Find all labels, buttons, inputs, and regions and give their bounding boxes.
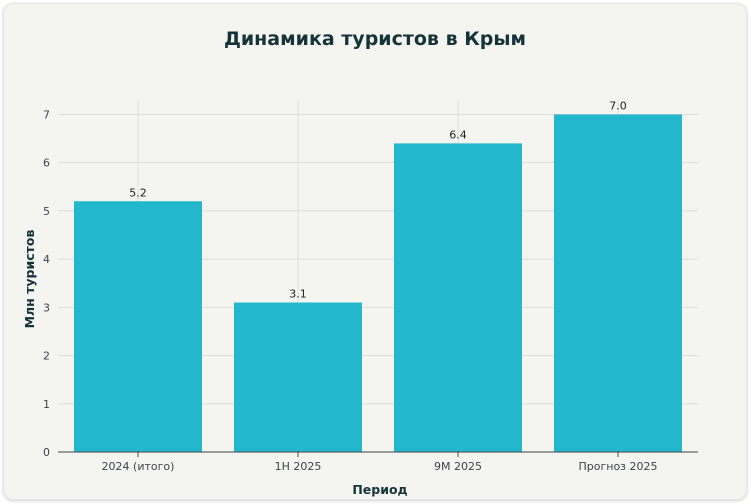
chart-title: Динамика туристов в Крым [223,28,527,50]
chart-card: Динамика туристов в Крым 5.2 3.1 6.4 7.0 0 1… [3,3,747,500]
x-axis-title: Период [352,482,407,497]
bar-value-label: 5.2 [129,186,147,199]
x-tick-label: 1H 2025 [275,460,322,473]
bar [394,143,522,452]
bar [74,201,202,452]
y-tick-label: 4 [43,253,50,266]
bar-chart: 5.2 3.1 6.4 7.0 0 1 2 3 4 5 6 7 2024 (итого) 1H 202… [22,99,698,497]
y-tick-label: 1 [43,398,50,411]
y-tick-label: 0 [43,446,50,459]
bar-value-label: 7.0 [609,99,627,112]
bar-value-label: 6.4 [449,128,467,141]
x-tick-label: Прогноз 2025 [578,460,657,473]
y-tick-label: 7 [43,108,50,121]
bar [554,114,682,452]
x-tick-label: 2024 (итого) [102,460,175,473]
bar-value-label: 3.1 [289,288,307,301]
y-axis-title: Млн туристов [22,229,37,328]
y-tick-label: 3 [43,301,50,314]
y-tick-label: 5 [43,205,50,218]
x-tick-label: 9M 2025 [434,460,482,473]
bar [234,302,362,452]
y-tick-label: 2 [43,350,50,363]
y-tick-label: 6 [43,157,50,170]
